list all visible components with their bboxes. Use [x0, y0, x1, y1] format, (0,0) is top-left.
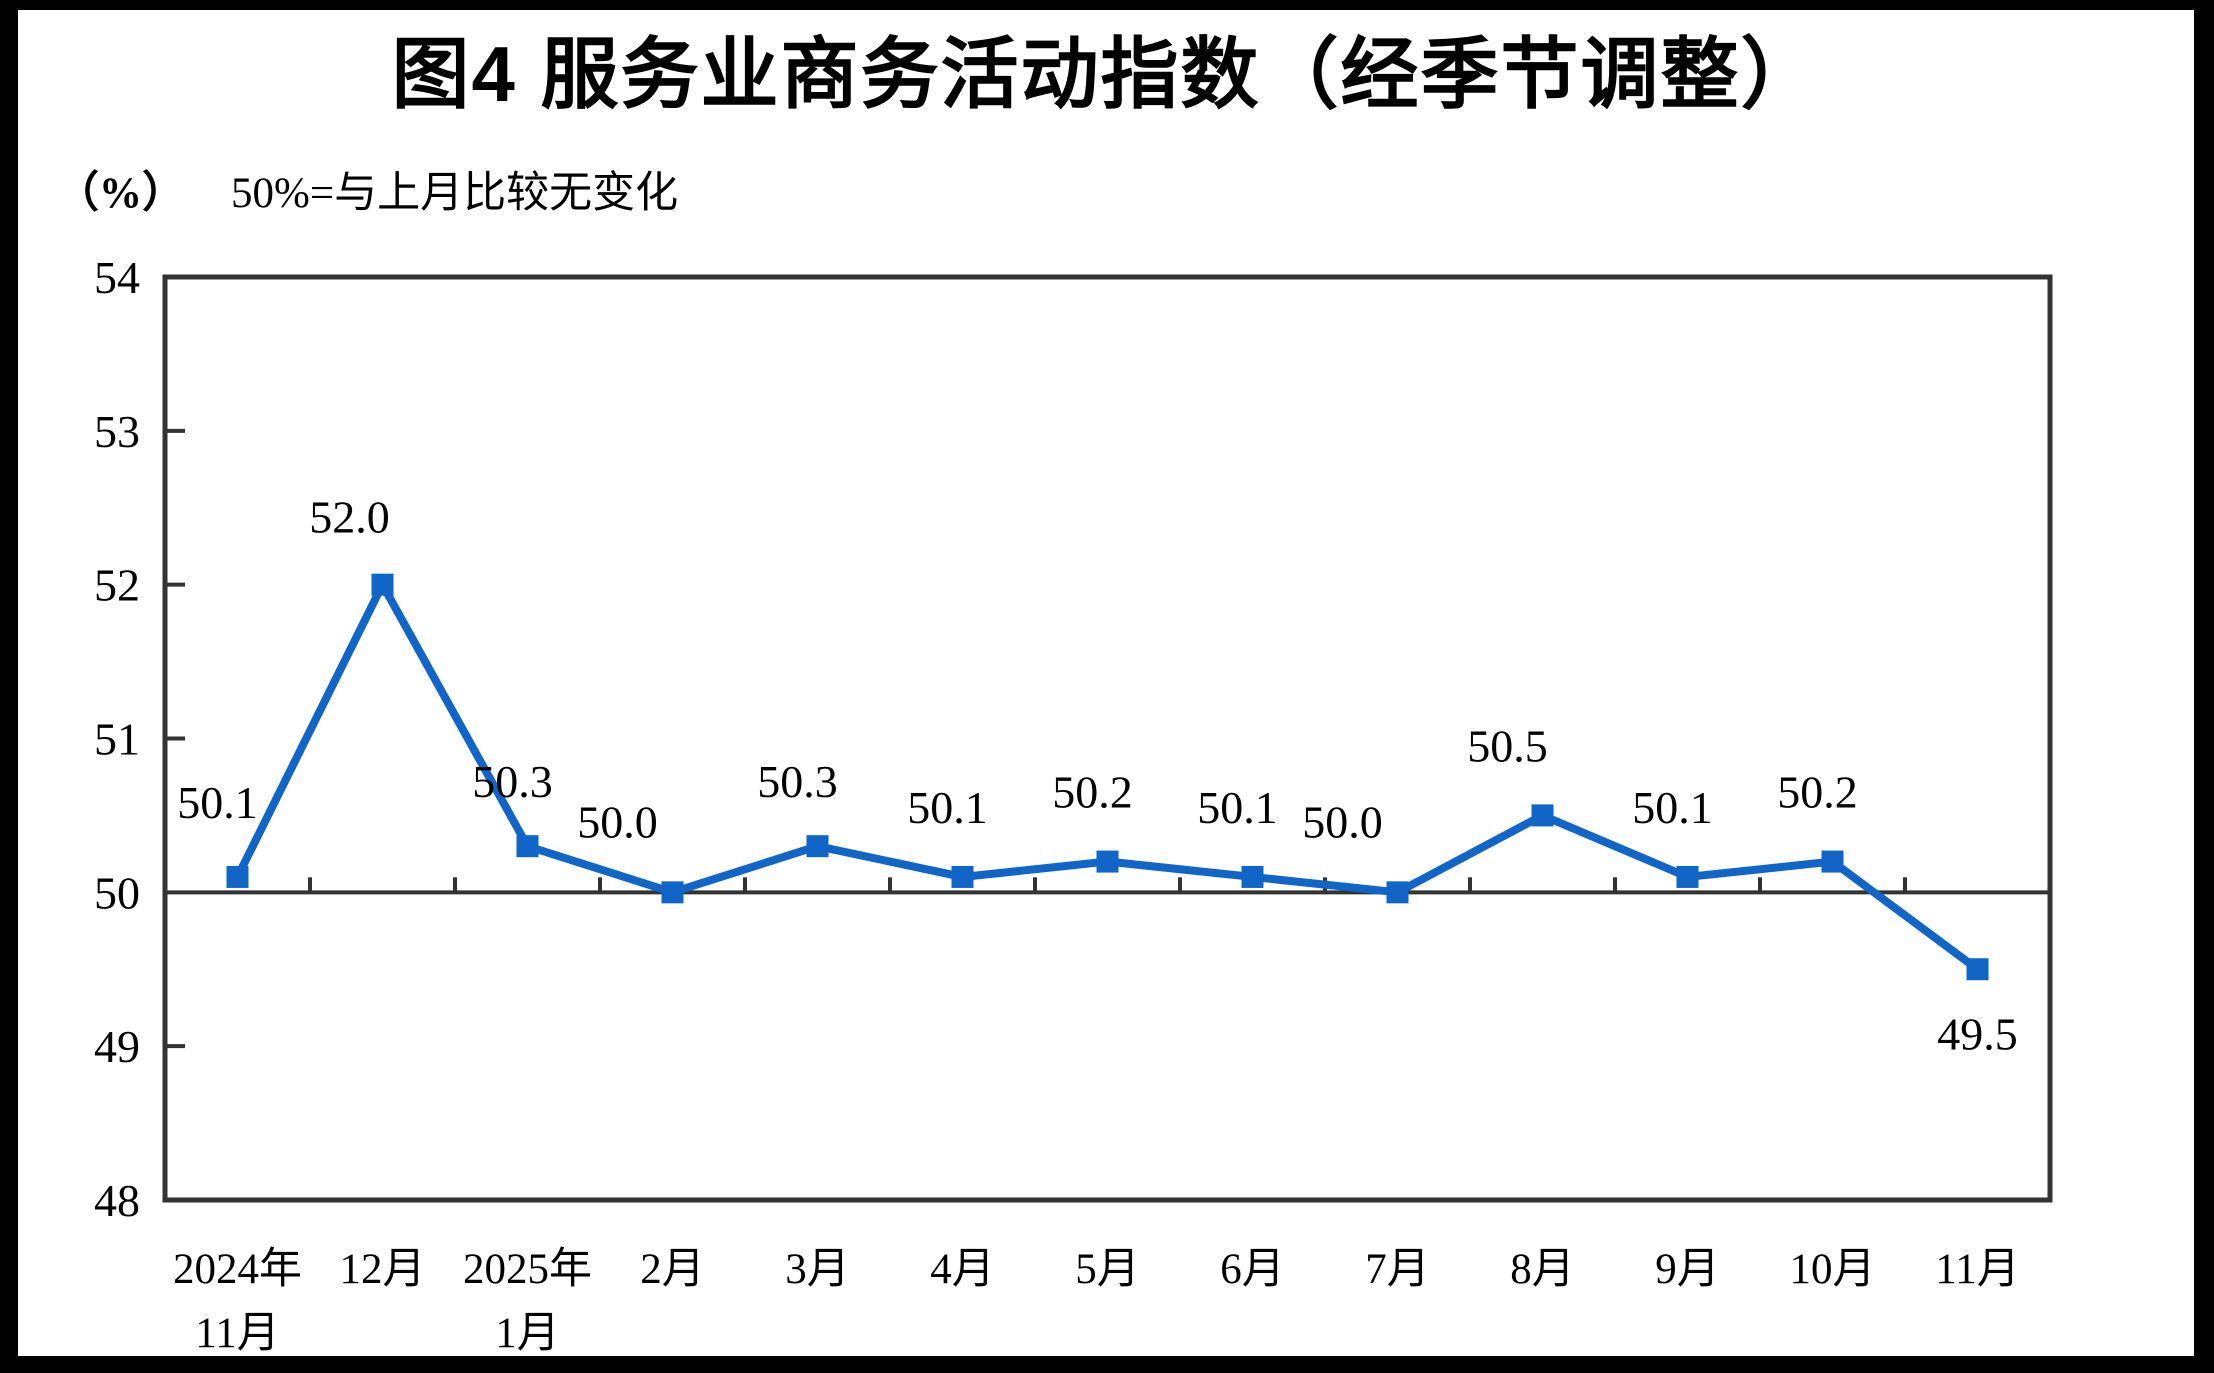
- data-point-label: 50.1: [1632, 782, 1713, 833]
- y-axis-tick-label: 50: [94, 867, 140, 918]
- chart-subtitle: （%） 50%=与上月比较无变化: [56, 168, 678, 220]
- x-axis-tick-label: 5月: [1075, 1246, 1140, 1293]
- data-point-marker: [951, 865, 974, 888]
- data-point-label: 50.1: [907, 782, 988, 833]
- y-axis-tick-label: 49: [94, 1021, 140, 1072]
- line-chart-plot-area: 48 49 50 51 52 53 54 2024年 11月 12月 2025年 1月 2月 3月 4月 5月…: [94, 252, 2053, 1356]
- data-point-marker: [516, 835, 539, 858]
- y-axis-tick-label: 48: [94, 1175, 140, 1226]
- chart-title: 图4 服务业商务活动指数（经季节调整）: [391, 30, 1821, 118]
- data-point-marker: [1241, 865, 1264, 888]
- data-point-label: 50.0: [1302, 796, 1383, 847]
- x-axis-tick-label: 1月: [495, 1310, 560, 1356]
- x-axis-tick-label: 9月: [1655, 1246, 1720, 1293]
- x-axis-tick-label: 2月: [640, 1246, 705, 1293]
- data-point-label: 50.2: [1777, 767, 1858, 818]
- x-axis-tick-label: 11月: [1935, 1246, 2019, 1293]
- data-point-label: 50.0: [577, 796, 658, 847]
- y-axis-tick-label: 51: [94, 714, 140, 765]
- data-point-marker: [1531, 804, 1554, 827]
- data-point-marker: [1386, 881, 1409, 904]
- y-axis-tick-label: 52: [94, 560, 140, 611]
- data-point-label: 50.3: [472, 756, 553, 807]
- x-axis-tick-label: 4月: [930, 1246, 995, 1293]
- data-point-label: 52.0: [309, 492, 390, 543]
- data-point-marker: [226, 865, 249, 888]
- x-axis-tick-label: 12月: [340, 1246, 426, 1293]
- x-axis-tick-label: 10月: [1790, 1246, 1876, 1293]
- data-point-marker: [1966, 958, 1989, 981]
- y-axis-tick-label: 54: [94, 252, 140, 303]
- plot-frame: [162, 274, 2053, 1203]
- y-axis-tick-label: 53: [94, 406, 140, 457]
- data-point-label: 50.5: [1467, 720, 1548, 771]
- y-axis-unit-label: （%）: [56, 170, 185, 217]
- x-axis-tick-label: 2025年: [463, 1246, 592, 1293]
- x-axis-tick-label: 8月: [1510, 1246, 1575, 1293]
- data-point-label: 50.1: [177, 777, 258, 828]
- data-point-marker: [1096, 850, 1119, 873]
- data-point-label: 50.3: [757, 756, 838, 807]
- reference-note: 50%=与上月比较无变化: [231, 170, 679, 217]
- x-axis-tick-label: 7月: [1365, 1246, 1430, 1293]
- data-point-label: 50.2: [1052, 767, 1133, 818]
- x-axis-tick-label: 3月: [785, 1246, 850, 1293]
- data-point-marker: [661, 881, 684, 904]
- data-point-marker: [371, 573, 394, 596]
- data-point-label: 50.1: [1197, 782, 1278, 833]
- data-point-marker: [1821, 850, 1844, 873]
- x-axis-tick-label: 11月: [195, 1310, 279, 1356]
- data-point-marker: [1676, 865, 1699, 888]
- data-point-marker: [806, 835, 829, 858]
- x-axis-tick-label: 6月: [1220, 1246, 1285, 1293]
- data-point-label: 49.5: [1937, 1008, 2018, 1059]
- x-axis-tick-label: 2024年: [173, 1246, 302, 1293]
